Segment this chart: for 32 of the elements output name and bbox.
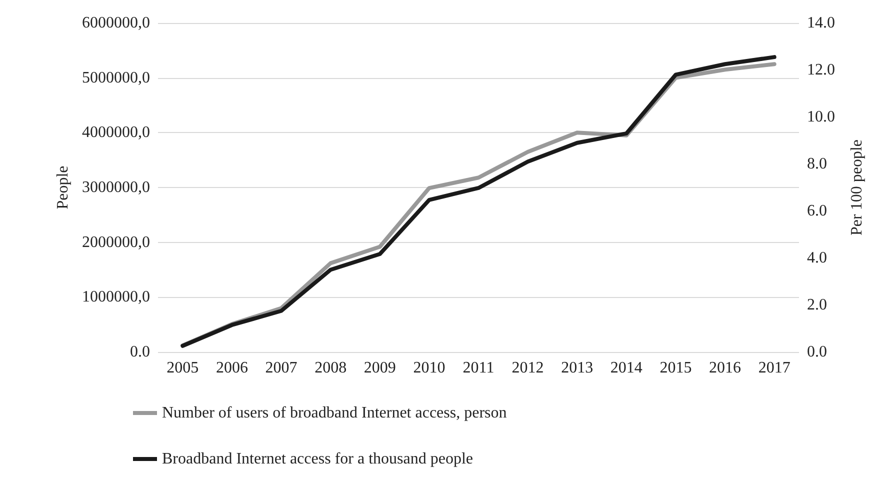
y-tick-label: 3000000,0 (82, 179, 150, 196)
x-tick-label: 2016 (709, 360, 742, 376)
y2-tick-label: 4.0 (807, 250, 827, 266)
x-tick-label: 2007 (265, 360, 298, 376)
legend-label: Number of users of broadband Internet access, person (162, 404, 507, 422)
y-axis-title: People (54, 166, 72, 210)
y2-tick-label: 6.0 (807, 202, 827, 220)
x-tick-label: 2008 (314, 360, 347, 376)
y2-tick-label: 2.0 (807, 296, 827, 314)
x-tick-label: 2017 (758, 360, 790, 376)
y-tick-label: 4000000,0 (82, 124, 150, 142)
x-tick-label: 2015 (660, 360, 692, 376)
y-tick-label: 6000000,0 (82, 14, 150, 32)
x-tick-label: 2010 (413, 360, 446, 376)
x-tick-label: 2014 (610, 360, 642, 376)
y2-tick-label: 14.0 (807, 14, 835, 32)
y2-tick-label: 10.0 (807, 108, 835, 126)
x-tick-label: 2006 (216, 360, 248, 376)
y-tick-label: 0.0 (130, 344, 150, 360)
legend-label: Broadband Internet access for a thousand people (162, 450, 473, 468)
y-tick-label: 1000000,0 (82, 288, 150, 306)
y2-tick-label: 0.0 (807, 344, 827, 360)
y2-axis-title: Per 100 people (848, 140, 866, 236)
y-tick-label: 5000000,0 (82, 69, 150, 86)
x-tick-label: 2011 (462, 360, 494, 376)
y-tick-label: 2000000,0 (82, 234, 150, 251)
y2-tick-label: 8.0 (807, 156, 827, 172)
x-tick-label: 2009 (364, 360, 396, 376)
y2-tick-label: 12.0 (807, 62, 835, 78)
x-tick-label: 2005 (166, 360, 199, 376)
x-tick-label: 2012 (512, 360, 544, 376)
x-tick-label: 2013 (561, 360, 594, 376)
